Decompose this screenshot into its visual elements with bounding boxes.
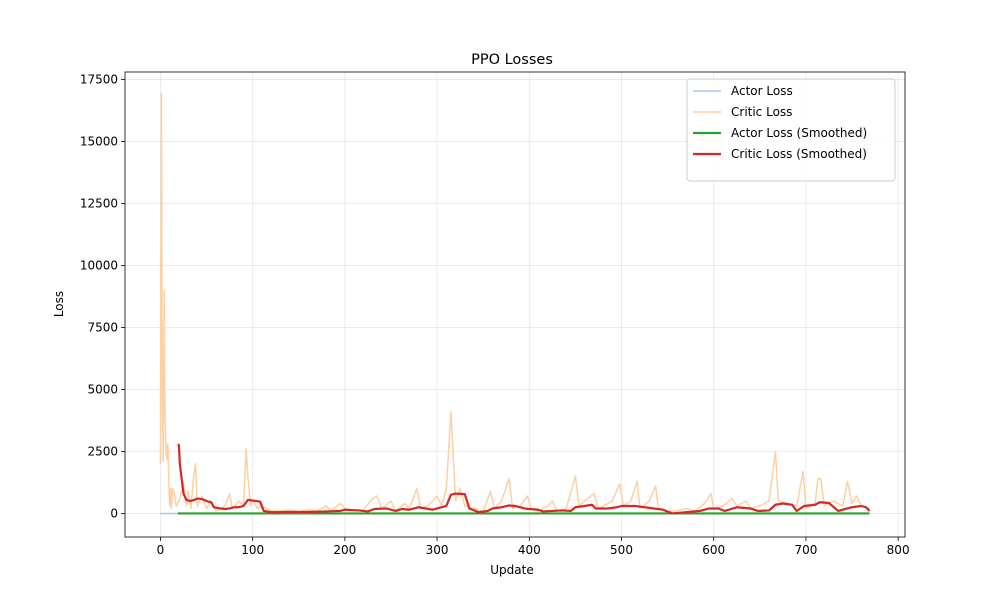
plot-area — [159, 92, 871, 515]
x-tick-label: 100 — [241, 543, 264, 557]
axes-frame — [124, 71, 906, 538]
y-tick-label: 7500 — [87, 320, 118, 334]
line — [159, 92, 870, 513]
y-tick-label: 10000 — [80, 258, 118, 272]
y-tick-label: 15000 — [80, 134, 118, 148]
x-tick-label: 700 — [794, 543, 817, 557]
y-tick-label: 5000 — [87, 382, 118, 396]
chart-title: PPO Losses — [471, 52, 553, 68]
line — [177, 443, 871, 515]
y-tick-label: 2500 — [87, 444, 118, 458]
legend-label: Actor Loss — [731, 84, 793, 98]
x-tick-label: 400 — [518, 543, 541, 557]
x-tick-label: 200 — [333, 543, 356, 557]
x-tick-label: 800 — [887, 543, 910, 557]
legend: Actor Loss Critic Loss Actor Loss (Smoothe… — [686, 78, 896, 182]
legend-box — [686, 78, 896, 182]
legend-label: Critic Loss — [731, 105, 792, 119]
legend-label: Critic Loss (Smoothed) — [731, 147, 867, 161]
y-tick-label: 12500 — [80, 196, 118, 210]
y-tick-label: 17500 — [80, 72, 118, 86]
y-axis-label: Loss — [52, 291, 66, 317]
y-tick-label: 0 — [110, 506, 118, 520]
x-axis-label: Update — [490, 563, 533, 577]
legend-label: Actor Loss (Smoothed) — [731, 126, 867, 140]
x-tick-label: 0 — [157, 543, 165, 557]
x-tick-label: 500 — [610, 543, 633, 557]
x-tick-label: 600 — [702, 543, 725, 557]
x-tick-label: 300 — [426, 543, 449, 557]
